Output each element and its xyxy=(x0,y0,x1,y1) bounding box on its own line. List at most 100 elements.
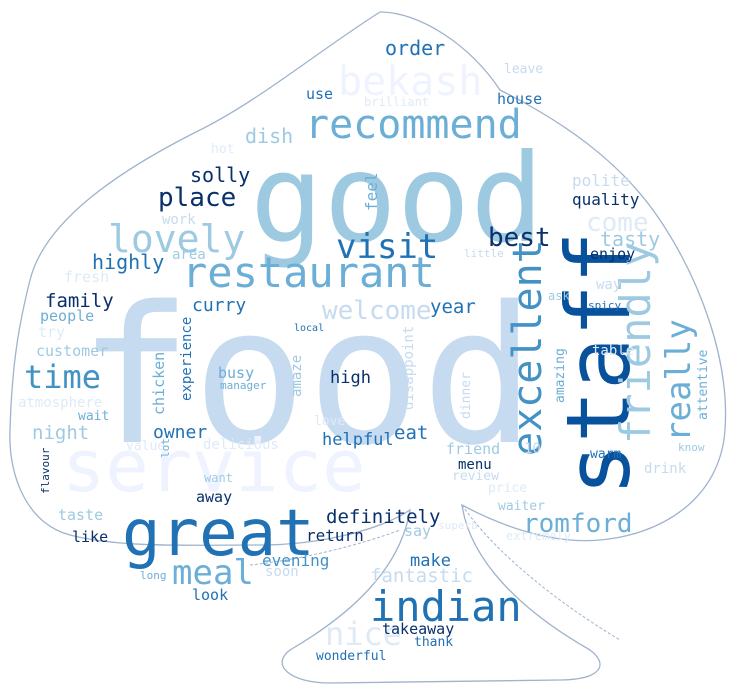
word-value: value xyxy=(126,439,166,454)
word-food: food xyxy=(78,266,536,487)
word-manager: manager xyxy=(220,379,267,392)
word-area: area xyxy=(172,247,206,263)
word-taste: taste xyxy=(58,506,104,524)
word-atmosphere: atmosphere xyxy=(18,395,103,411)
word-try: try xyxy=(38,323,66,341)
word-price: price xyxy=(488,481,528,496)
word-lovely: lovely xyxy=(108,217,246,261)
word-nice: nice xyxy=(325,615,403,653)
word-best: best xyxy=(488,223,551,253)
word-order: order xyxy=(385,36,446,60)
word-customer: customer xyxy=(36,342,109,360)
word-solly: solly xyxy=(190,163,251,187)
word-like: like xyxy=(72,528,109,546)
word-flavour: flavour xyxy=(39,447,52,495)
word-look: look xyxy=(192,586,229,604)
word-wonderful: wonderful xyxy=(316,649,387,664)
word-review: review xyxy=(452,469,499,484)
word-feel: feel xyxy=(362,172,381,212)
word-make: make xyxy=(410,551,451,571)
word-ask: ask xyxy=(548,289,570,303)
word-way: way xyxy=(596,277,622,293)
word-indian: indian xyxy=(370,582,522,631)
word-say: say xyxy=(404,522,432,540)
word-love: love xyxy=(314,414,346,429)
word-curry: curry xyxy=(192,295,247,316)
word-restaurant: restaurant xyxy=(182,248,435,297)
word-recommend: recommend xyxy=(305,102,522,148)
word-drink: drink xyxy=(644,461,687,477)
word-superb: superb xyxy=(438,519,478,532)
word-wait: wait xyxy=(78,409,110,424)
word-amazing: amazing xyxy=(553,347,568,403)
word-hot: hot xyxy=(211,142,235,157)
word-eat: eat xyxy=(394,422,429,444)
word-know: know xyxy=(678,441,705,454)
word-meal: meal xyxy=(172,553,254,593)
word-brilliant: brilliant xyxy=(364,95,430,109)
word-fresh: fresh xyxy=(64,268,110,286)
word-really: really xyxy=(659,319,699,443)
word-highly: highly xyxy=(92,250,165,274)
word-leave: leave xyxy=(504,62,544,77)
word-return: return xyxy=(306,526,364,545)
word-high: high xyxy=(330,368,371,388)
word-good: good xyxy=(250,128,544,270)
word-soon: soon xyxy=(265,564,299,580)
spade-lower-curl xyxy=(249,529,401,566)
word-little: little xyxy=(464,247,504,260)
word-romford: romford xyxy=(523,509,633,539)
word-year: year xyxy=(430,296,476,318)
word-takeaway: takeaway xyxy=(382,620,455,638)
word-friend: friend xyxy=(446,440,501,458)
spade-outline-path xyxy=(9,11,727,684)
word-evening: evening xyxy=(262,551,330,570)
word-welcome: welcome xyxy=(322,296,432,326)
word-fantastic: fantastic xyxy=(370,565,473,587)
word-come: come xyxy=(586,208,649,238)
word-table: table xyxy=(592,343,635,359)
spade-inner-line xyxy=(461,504,621,641)
word-visit: visit xyxy=(336,227,439,267)
word-busy: busy xyxy=(218,364,255,382)
word-warm: warm xyxy=(590,447,622,462)
word-polite: polite xyxy=(572,171,630,190)
word-family: family xyxy=(45,290,114,312)
word-bekash: bekash xyxy=(338,59,483,105)
word-away: away xyxy=(196,488,233,506)
word-dish: dish xyxy=(245,124,294,148)
word-time: time xyxy=(24,358,102,396)
word-night: night xyxy=(32,422,90,444)
word-chicken: chicken xyxy=(150,351,168,415)
word-disappoint: disappoint xyxy=(401,325,417,410)
word-menu: menu xyxy=(458,457,492,473)
word-great: great xyxy=(122,497,315,571)
word-quality: quality xyxy=(572,190,640,209)
word-thank: thank xyxy=(414,635,454,650)
word-long: long xyxy=(140,569,167,582)
word-want: want xyxy=(204,471,233,485)
word-spicy: spicy xyxy=(588,299,622,312)
word-house: house xyxy=(497,90,543,108)
word-service: service xyxy=(62,424,366,508)
word-enjoy: enjoy xyxy=(590,245,636,263)
word-waiter: waiter xyxy=(498,499,545,514)
word-extremely: extremely xyxy=(506,529,572,543)
word-use: use xyxy=(306,85,334,103)
word-dinner: dinner xyxy=(459,371,474,419)
word-lot: lot xyxy=(159,437,172,458)
word-attentive: attentive xyxy=(696,349,711,421)
word-local: local xyxy=(294,323,325,334)
word-amaze: amaze xyxy=(289,354,305,397)
word-10: 10 xyxy=(524,441,541,457)
word-owner: owner xyxy=(153,422,208,443)
word-people: people xyxy=(40,307,95,325)
word-delicious: delicious xyxy=(203,437,279,453)
word-excellent: excellent xyxy=(505,239,551,456)
word-place: place xyxy=(158,183,237,213)
word-work: work xyxy=(162,212,196,228)
word-experience: experience xyxy=(179,316,195,401)
word-tasty: tasty xyxy=(600,227,661,251)
